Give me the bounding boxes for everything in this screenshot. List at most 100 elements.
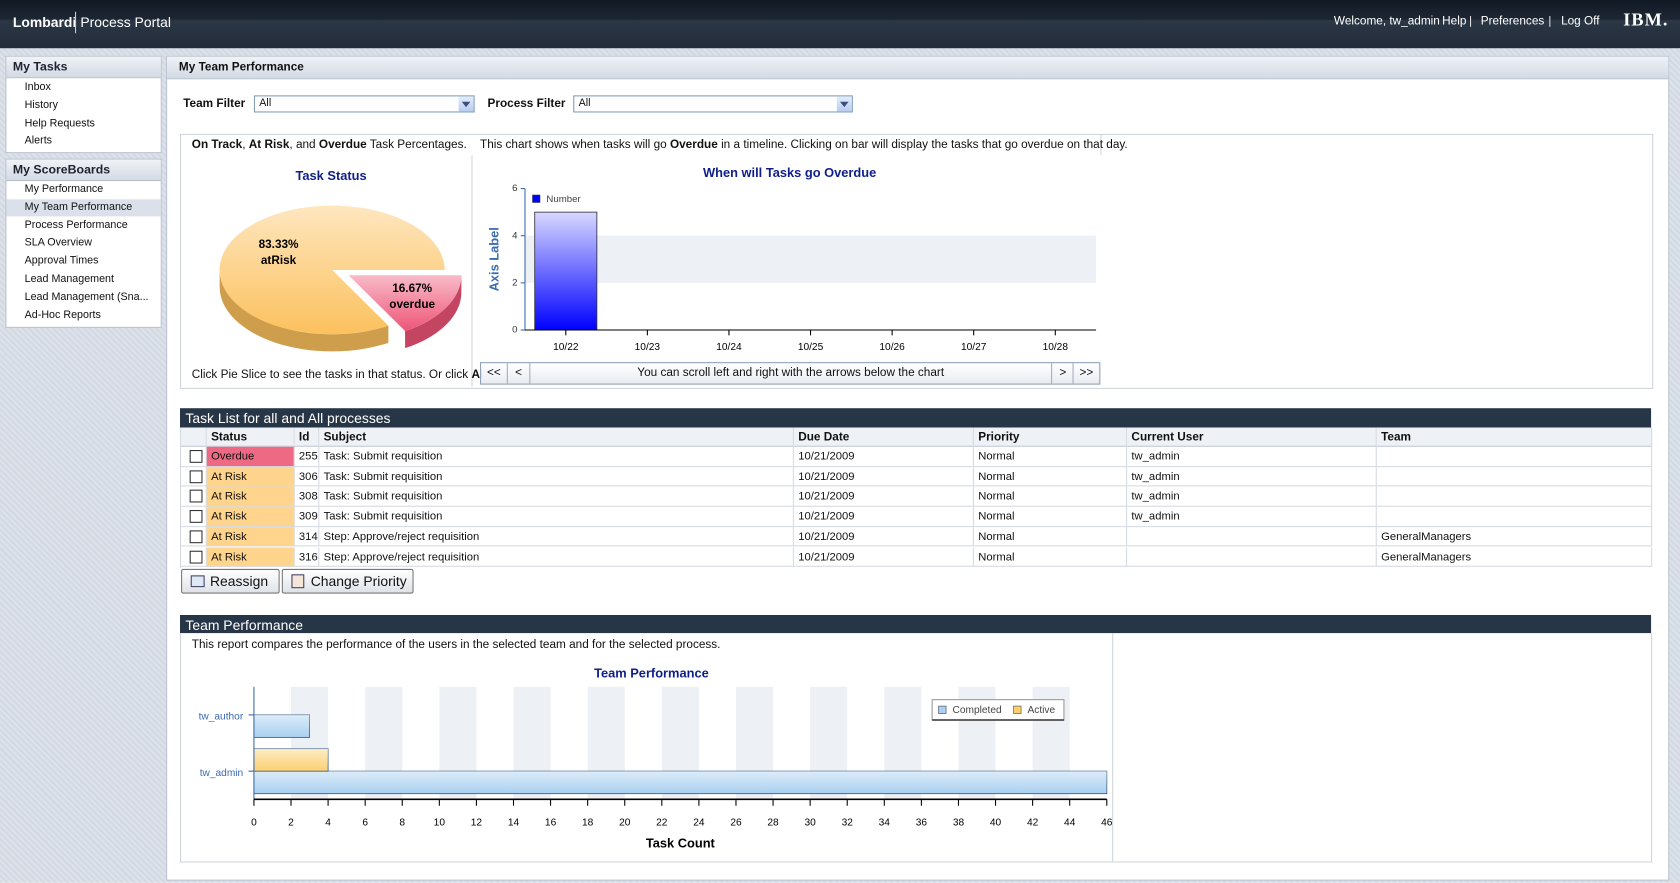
separator: [1470, 16, 1472, 27]
sidebar-item[interactable]: Lead Management (Sna...: [6, 289, 160, 306]
team-description: This report compares the performance of …: [191, 638, 721, 652]
dropdown-arrow: [836, 96, 852, 112]
scroll-last[interactable]: >>: [1072, 363, 1100, 384]
y-axis-label: Axis Label: [486, 227, 501, 291]
table-cell: Normal: [973, 526, 1128, 547]
reassign-button[interactable]: Reassign: [181, 568, 280, 594]
filter-value: All: [578, 97, 591, 110]
pie-shade: [405, 275, 462, 349]
team-filter[interactable]: All: [253, 95, 475, 113]
table-cell: Normal: [973, 466, 1128, 487]
table-cell: 10/21/2009: [793, 546, 974, 567]
checkbox[interactable]: [189, 450, 203, 463]
text: Task Percentages.: [366, 138, 467, 152]
logoff-link[interactable]: Log Off: [1561, 15, 1600, 28]
pie-side: [219, 270, 389, 352]
sidebar-item[interactable]: Process Performance: [6, 217, 160, 234]
sidebar-title: My ScoreBoards: [12, 163, 111, 177]
sidebar-item[interactable]: Ad-Hoc Reports: [6, 307, 160, 324]
y-tick-label: 4: [512, 230, 518, 241]
checkbox-cell: [181, 506, 207, 527]
sidebar-item[interactable]: Approval Times: [6, 253, 160, 270]
sidebar-item[interactable]: Help Requests: [6, 115, 160, 132]
checkbox[interactable]: [189, 530, 203, 543]
scroll-prev[interactable]: <: [508, 363, 531, 384]
sidebar-item[interactable]: Inbox: [6, 79, 160, 96]
sidebar-box: My ScoreBoards My Performance My Team Per…: [5, 158, 162, 328]
x-tick-label: 10: [434, 818, 446, 829]
x-tick-label: 6: [362, 818, 368, 829]
x-tick-label: 40: [990, 818, 1002, 829]
legend-swatch: [1013, 705, 1022, 714]
scroll-next[interactable]: >: [1051, 363, 1074, 384]
chart-title: Team Performance: [594, 665, 709, 680]
table-cell: 10/21/2009: [793, 466, 974, 487]
checkbox-cell: [181, 446, 207, 467]
section-title: Task List for all and All processes: [185, 410, 391, 427]
sidebar-item-label: SLA Overview: [24, 237, 92, 249]
panel-title: My Team Performance: [178, 61, 304, 74]
column-header: Current User: [1127, 427, 1377, 447]
table-cell: [1127, 546, 1377, 567]
table-cell: Normal: [973, 486, 1128, 507]
divider: [1112, 633, 1114, 862]
process-filter[interactable]: All: [573, 95, 853, 113]
text: Click Pie Slice to see the tasks in that…: [191, 368, 472, 382]
y-tick-label: 0: [512, 325, 517, 336]
preferences-link[interactable]: Preferences: [1480, 15, 1545, 28]
scroll-bar: [480, 362, 1101, 385]
sidebar-item-label: Help Requests: [24, 117, 95, 130]
table-cell: 309: [294, 506, 320, 527]
table-cell: 308: [294, 486, 320, 507]
sidebar-item[interactable]: History: [6, 97, 160, 114]
sidebar-item-label: My Team Performance: [24, 201, 133, 213]
text: On Track: [191, 138, 243, 152]
text: ,: [242, 138, 249, 152]
sidebar-title-bar: [6, 56, 161, 79]
filter-label: Process Filter: [487, 97, 566, 111]
x-tick-label: 26: [730, 818, 742, 829]
sidebar-item[interactable]: Lead Management: [6, 271, 160, 288]
section-title: Team Performance: [185, 617, 304, 634]
separator: [1549, 16, 1551, 27]
sidebar-item[interactable]: My Team Performance: [6, 199, 161, 217]
checkbox[interactable]: [189, 510, 203, 523]
sidebar-item[interactable]: My Performance: [6, 181, 160, 198]
x-tick-label: 46: [1101, 818, 1113, 829]
sidebar-title: My Tasks: [12, 61, 68, 74]
table-cell: [1376, 466, 1653, 487]
x-tick-label: 38: [953, 818, 965, 829]
sidebar-item-label: Inbox: [24, 81, 51, 94]
sidebar-item[interactable]: SLA Overview: [6, 235, 160, 252]
x-tick-label: 4: [325, 818, 331, 829]
column-header: Priority: [973, 427, 1128, 447]
x-tick-label: 12: [471, 818, 483, 829]
top-bar: [0, 0, 1680, 49]
table-cell: tw_admin: [1127, 506, 1377, 527]
status-cell: At Risk: [206, 506, 295, 527]
x-tick-label: 10/24: [716, 342, 742, 353]
x-tick-label: 10/22: [553, 342, 579, 353]
filter-value: All: [259, 97, 272, 110]
table-cell: 255: [294, 446, 320, 467]
y-tick-label: 2: [512, 277, 517, 288]
sidebar-item-label: Ad-Hoc Reports: [24, 309, 101, 321]
grid-band: [525, 235, 1097, 283]
table-cell: GeneralManagers: [1376, 526, 1653, 547]
header-cell: [181, 427, 207, 447]
change-priority-button[interactable]: Change Priority: [281, 568, 414, 594]
pie-shine: [219, 205, 445, 335]
scroll-first[interactable]: <<: [481, 363, 508, 384]
help-link[interactable]: Help: [1442, 15, 1467, 28]
column-header: Subject: [319, 427, 794, 447]
checkbox[interactable]: [189, 550, 203, 564]
pie-shade: [219, 270, 389, 352]
table-cell: 306: [294, 466, 320, 487]
sidebar-item[interactable]: Alerts: [6, 133, 160, 150]
table-cell: 10/21/2009: [793, 446, 974, 467]
checkbox[interactable]: [189, 470, 203, 483]
divider: [1100, 133, 1102, 156]
table-cell: Task: Submit requisition: [319, 446, 794, 467]
checkbox[interactable]: [189, 490, 203, 503]
